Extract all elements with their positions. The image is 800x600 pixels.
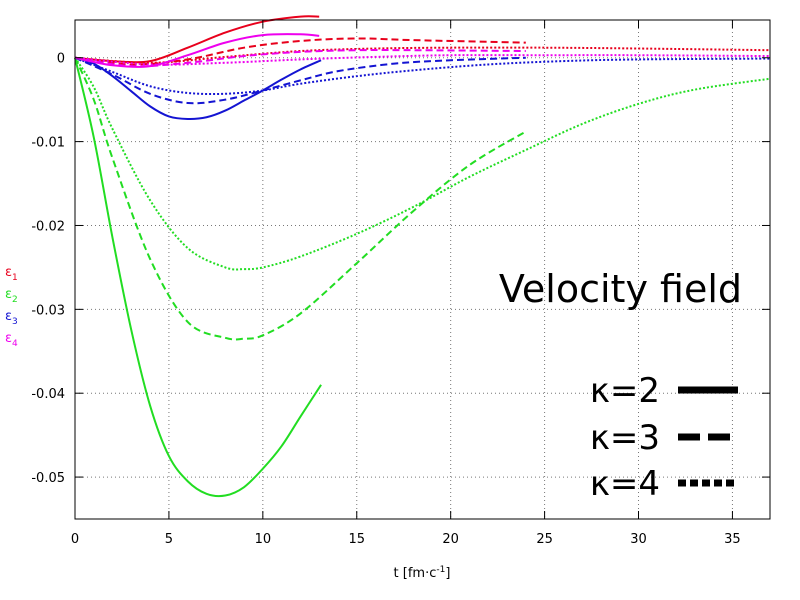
legend-label: κ=3	[590, 418, 660, 458]
series-line-eps2-kappa3	[74, 57, 527, 341]
series-line-eps4-kappa4	[74, 54, 771, 66]
series-line-eps4-kappa2	[74, 33, 320, 68]
x-axis-title: t [fm·c-1]	[394, 565, 451, 581]
tick-layer: 0 5 10 15 20 25 30 35 0 -0.01 -0.02 -0.03 -0.04 -0.05	[31, 20, 770, 547]
x-tick-label: 20	[442, 532, 459, 547]
chart-annotation: Velocity field	[499, 267, 742, 311]
plot-frame	[74, 19, 771, 520]
series-line-eps1-kappa3	[74, 37, 526, 66]
series-line-eps3-kappa2	[74, 56, 322, 120]
y-tick-label: -0.03	[31, 303, 65, 318]
x-axis-title-sup: -1	[436, 565, 445, 575]
series-layer	[74, 15, 771, 498]
y-axis-title-entry: ε2	[5, 287, 18, 305]
x-tick-label: 5	[165, 532, 173, 547]
legend-label: κ=2	[590, 371, 660, 411]
series-line-eps3-kappa4	[74, 56, 771, 96]
series-line-eps1-kappa2	[74, 15, 320, 64]
legend: κ=2 κ=3 κ=4	[590, 371, 738, 504]
x-tick-label: 10	[255, 532, 272, 547]
x-tick-label: 30	[630, 532, 647, 547]
series-line-eps1-kappa4	[74, 46, 771, 64]
y-tick-label: -0.01	[31, 136, 65, 151]
x-tick-label: 25	[536, 532, 553, 547]
series-line-eps2-kappa2	[74, 57, 322, 498]
legend-label: κ=4	[590, 464, 660, 504]
x-tick-label: 15	[348, 532, 365, 547]
y-axis-title-entry: ε3	[5, 309, 18, 327]
y-axis-title-entry: ε1	[5, 265, 18, 283]
series-line-eps2-kappa4	[74, 57, 771, 271]
x-axis-title-base: t [fm·c	[394, 566, 437, 581]
y-tick-label: 0	[57, 52, 65, 67]
y-tick-label: -0.04	[31, 387, 65, 402]
y-axis-title: ε1 ε2 ε3 ε4	[5, 265, 18, 349]
x-tick-label: 0	[71, 532, 79, 547]
x-axis-title-end: ]	[445, 566, 450, 581]
x-tick-label: 35	[724, 532, 741, 547]
y-tick-label: -0.05	[31, 471, 65, 486]
y-axis-title-entry: ε4	[5, 331, 18, 349]
y-tick-label: -0.02	[31, 219, 65, 234]
series-line-eps4-kappa3	[74, 49, 526, 68]
